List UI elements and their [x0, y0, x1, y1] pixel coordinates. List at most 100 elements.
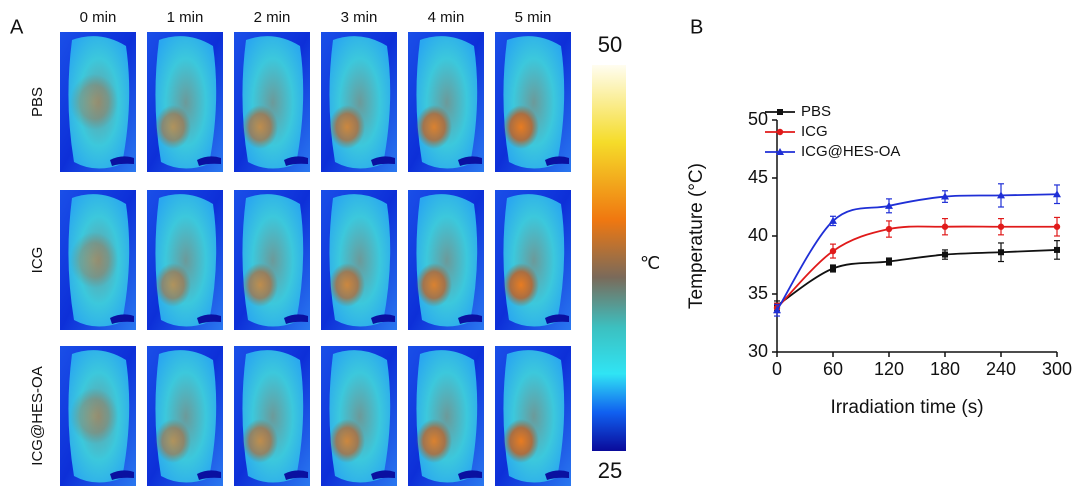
y-tick-label: 50 — [748, 109, 768, 129]
hot-spot — [155, 419, 191, 463]
y-tick-label: 35 — [748, 283, 768, 303]
panel-label: A — [10, 16, 24, 38]
paw — [545, 314, 569, 324]
hot-spot — [416, 263, 452, 307]
legend-marker — [776, 128, 784, 136]
paw — [197, 156, 221, 166]
paw — [284, 314, 308, 324]
thermal-image — [60, 346, 136, 486]
mouse-body — [329, 194, 391, 327]
mouse-body — [155, 350, 217, 483]
thermal-image — [495, 346, 571, 486]
marker — [885, 225, 893, 233]
series-line — [776, 225, 1057, 309]
legend-label: PBS — [801, 103, 831, 120]
legend-marker — [777, 109, 783, 115]
mouse-body — [503, 194, 565, 327]
column-label: 4 min — [428, 9, 465, 26]
column-label: 5 min — [515, 9, 552, 26]
x-axis-label: Irradiation time (s) — [830, 397, 983, 418]
paw — [197, 314, 221, 324]
hot-spot — [416, 105, 452, 149]
y-tick-label: 45 — [748, 167, 768, 187]
marker — [773, 306, 781, 314]
y-axis-label: Temperature (°C) — [686, 163, 707, 309]
mouse-body — [242, 36, 304, 169]
hot-spot — [329, 419, 365, 463]
hot-spot — [70, 232, 118, 288]
colorbar-tick-label: 50 — [598, 32, 622, 57]
paw — [110, 314, 134, 324]
mouse-body — [155, 194, 217, 327]
colorbar-tick-label: 25 — [598, 458, 622, 483]
y-tick-label: 30 — [748, 341, 768, 361]
legend-label: ICG — [801, 123, 828, 140]
thermal-image — [60, 32, 136, 172]
thermal-image — [495, 190, 571, 330]
mouse-body — [329, 36, 391, 169]
mouse-body — [242, 194, 304, 327]
thermal-image — [147, 346, 223, 486]
x-tick-label: 180 — [930, 359, 960, 379]
thermal-image — [234, 32, 310, 172]
hot-spot — [329, 105, 365, 149]
thermal-image — [234, 190, 310, 330]
row-label: PBS — [29, 87, 46, 117]
paw — [458, 156, 482, 166]
hot-spot — [329, 263, 365, 307]
paw — [110, 156, 134, 166]
legend-marker — [776, 148, 784, 155]
mouse-body — [329, 350, 391, 483]
column-label: 0 min — [80, 9, 117, 26]
paw — [458, 470, 482, 480]
hot-spot — [70, 388, 118, 444]
column-label: 2 min — [254, 9, 291, 26]
x-tick-label: 120 — [874, 359, 904, 379]
panel-label: B — [690, 16, 703, 38]
hot-spot — [70, 74, 118, 130]
hot-spot — [242, 263, 278, 307]
marker — [1053, 223, 1061, 230]
hot-spot — [155, 105, 191, 149]
mouse-body — [416, 350, 478, 483]
thermal-image — [321, 190, 397, 330]
paw — [545, 470, 569, 480]
marker — [997, 191, 1005, 199]
hot-spot — [242, 105, 278, 149]
mouse-body — [416, 194, 478, 327]
row-label: ICG — [29, 247, 46, 274]
marker — [830, 265, 836, 272]
hot-spot — [242, 419, 278, 463]
marker — [942, 251, 948, 258]
marker — [941, 223, 949, 230]
thermal-image — [147, 32, 223, 172]
marker — [829, 216, 837, 224]
thermal-image — [408, 346, 484, 486]
marker — [998, 249, 1004, 256]
x-tick-label: 240 — [986, 359, 1016, 379]
column-label: 1 min — [167, 9, 204, 26]
paw — [197, 470, 221, 480]
marker — [1053, 190, 1061, 198]
y-tick-label: 40 — [748, 225, 768, 245]
paw — [371, 314, 395, 324]
marker — [886, 258, 892, 265]
paw — [545, 156, 569, 166]
paw — [371, 470, 395, 480]
mouse-body — [155, 36, 217, 169]
paw — [458, 314, 482, 324]
colorbar — [592, 65, 626, 451]
paw — [284, 156, 308, 166]
thermal-image — [321, 346, 397, 486]
x-tick-label: 0 — [772, 359, 782, 379]
marker — [941, 192, 949, 200]
mouse-body — [503, 350, 565, 483]
mouse-body — [416, 36, 478, 169]
paw — [371, 156, 395, 166]
thermal-image — [321, 32, 397, 172]
hot-spot — [503, 263, 539, 307]
mouse-body — [503, 36, 565, 169]
marker — [829, 247, 837, 255]
paw — [284, 470, 308, 480]
